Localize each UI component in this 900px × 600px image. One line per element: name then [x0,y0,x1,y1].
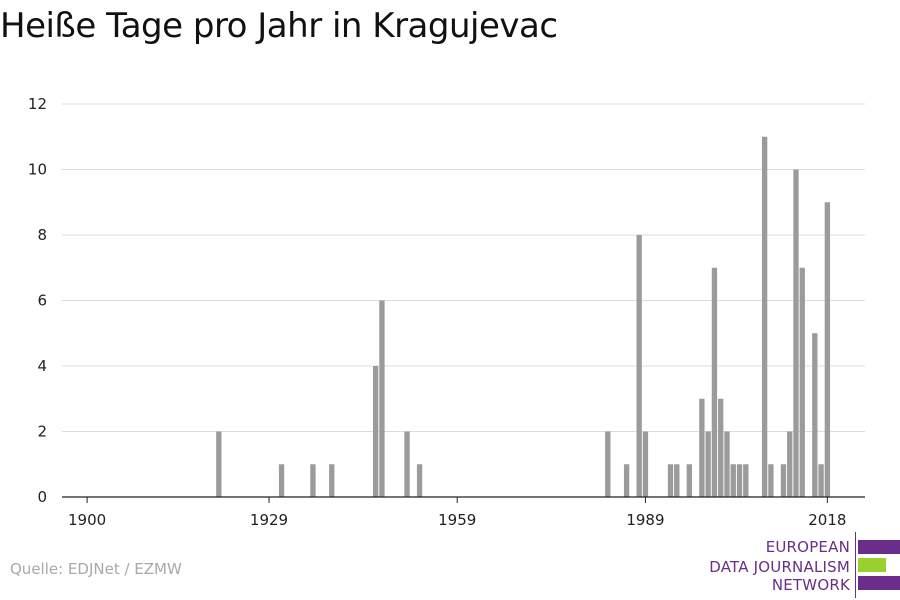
bar [718,398,724,497]
bar [605,431,611,497]
y-tick-label: 6 [37,292,47,310]
bar [636,235,642,497]
bar [818,464,824,497]
bar [379,300,385,497]
logo-bar-green [858,558,886,572]
x-tick-label: 1900 [68,511,106,529]
y-tick-label: 0 [37,488,47,506]
x-axis: 1900 1929 1959 1989 2018 [62,496,865,529]
y-tick-label: 2 [37,423,47,441]
y-axis-ticks: 0 2 4 6 8 10 12 [28,95,47,506]
bars [216,136,831,497]
y-tick-label: 12 [28,95,47,113]
y-tick-label: 4 [37,357,47,375]
bar [310,464,316,497]
logo-bar-purple-top [858,540,900,554]
logo-divider [855,532,856,598]
bar [674,464,680,497]
bar [812,333,818,497]
x-tick-label: 1989 [626,511,664,529]
bar [623,464,630,497]
chart-title: Heiße Tage pro Jahr in Kragujevac [0,6,558,46]
x-tick-label: 1959 [438,511,476,529]
gridlines [62,103,865,432]
bar [761,136,768,497]
bar [278,464,285,497]
logo-line-2: DATA JOURNALISM [709,558,850,576]
bar [736,464,743,497]
bar [373,366,379,497]
x-tick-label: 1929 [250,511,288,529]
source-note: Quelle: EDJNet / EZMW [10,560,182,578]
logo-bar-purple-bottom [858,576,900,590]
bar [699,398,705,497]
bar [724,431,730,497]
bar [768,464,774,497]
edjnet-logo: EUROPEAN DATA JOURNALISM NETWORK [700,530,900,600]
x-tick-label: 2018 [808,511,846,529]
bar [416,464,423,497]
bar [824,202,831,497]
bar [730,464,736,497]
bar [216,431,222,497]
bar [705,431,711,497]
bar [667,464,674,497]
logo-line-3: NETWORK [771,576,850,594]
bar [793,169,799,497]
y-tick-label: 10 [28,161,47,179]
bar [711,267,718,497]
bar-chart: 0 2 4 6 8 10 12 1900 1929 1959 1989 2018 [28,95,865,529]
bar [743,464,749,497]
bar [642,431,649,497]
bar [329,464,335,497]
bar [787,431,793,497]
bar [799,267,805,497]
y-tick-label: 8 [37,226,47,244]
logo-line-1: EUROPEAN [765,538,850,556]
bar [686,464,693,497]
bar [404,431,410,497]
bar [780,464,787,497]
